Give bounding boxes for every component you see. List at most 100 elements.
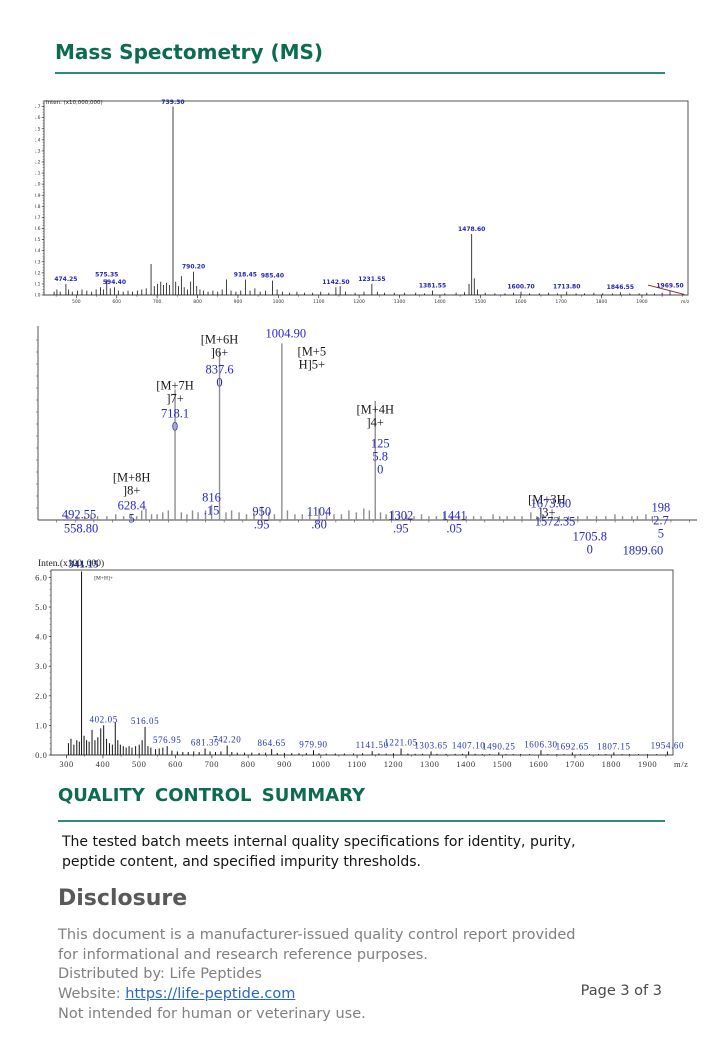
chart-title: Inten. (x10,000,000) [46, 100, 103, 106]
x-tick-label: 600 [112, 299, 121, 305]
x-tick-label: 1700 [555, 299, 567, 305]
x-tick-label: 500 [72, 299, 81, 305]
peak-label: 681.35 [191, 737, 219, 747]
website-label: Website: [58, 986, 121, 1003]
peak-label: 1673.80 [531, 497, 572, 511]
qc-summary-body: The tested batch meets internal quality … [62, 833, 662, 872]
charge-state-label: ]4+ [367, 416, 384, 430]
charge-state-label: [M+4H [356, 403, 394, 417]
peak-label: 918.45 [234, 271, 257, 278]
peak-label: 0 [587, 543, 593, 557]
charge-state-label: [M+6H [201, 333, 239, 347]
peak-label: 1572.35 [535, 515, 576, 529]
peak-label: 5 [129, 512, 135, 526]
disclosure-body: This document is a manufacturer-issued q… [58, 926, 618, 1025]
peak-label: 402.05 [89, 714, 117, 724]
x-tick-label: 800 [193, 299, 202, 305]
y-tick-label: 1.4 [35, 137, 41, 143]
peak-label: 1705.8 [573, 530, 607, 544]
peak-label: 492.55 [62, 508, 96, 522]
plot-border [50, 569, 674, 756]
x-tick-label: 1300 [394, 299, 406, 305]
y-tick-label: 6.0 [35, 572, 47, 582]
y-tick-label: 0.9 [35, 193, 41, 199]
y-tick-label: 2.0 [35, 691, 47, 701]
peak-label: 594.40 [103, 279, 126, 286]
y-tick-label: 0.4 [35, 248, 41, 254]
peak-label: .95 [254, 518, 270, 532]
y-tick-label: 0.7 [35, 215, 41, 221]
x-tick-label: 800 [241, 759, 256, 769]
peak-label: 1381.55 [419, 283, 446, 290]
x-tick-label: 1400 [434, 299, 446, 305]
peak-label: 1899.60 [623, 544, 664, 558]
x-tick-label: 1800 [602, 759, 621, 769]
y-tick-label: 1.5 [35, 126, 41, 132]
distributed-by-line: Distributed by: Life Peptides [58, 966, 262, 983]
peak-label: 1104 [307, 505, 332, 519]
website-link[interactable]: https://life-peptide.com [125, 986, 296, 1003]
ms-spectrum-chart-1: 500 600 700 800 900 1000 1100 1200 1300 1400 1500 1… [35, 99, 690, 305]
peak-label: .95 [393, 522, 409, 536]
peak-label: 0 [377, 463, 383, 477]
x-tick-label: 400 [96, 759, 111, 769]
qc-summary-heading: QUALITY CONTROL SUMMARY [58, 785, 366, 806]
y-tick-label: 3.0 [35, 661, 47, 671]
y-tick-label: 1.3 [35, 148, 41, 154]
charge-state-label: [M+8H [113, 471, 151, 485]
x-tick-label: 700 [153, 299, 162, 305]
y-tick-label: 5.0 [35, 602, 47, 612]
peak-label: 0 [172, 420, 178, 434]
page-number: Page 3 of 3 [580, 983, 662, 999]
peak-label: 5 [658, 527, 664, 541]
y-tick-label: 1.7 [35, 104, 41, 110]
peak-label: .80 [311, 518, 327, 532]
peak-label: 739.30 [161, 99, 184, 106]
usage-note-line: Not intended for human or veterinary use… [58, 1005, 366, 1022]
x-tick-label: 500 [132, 759, 147, 769]
x-tick-label: 1800 [596, 299, 608, 305]
x-tick-label: 900 [234, 299, 243, 305]
peak-label: 1600.70 [507, 284, 534, 291]
x-tick-label: 900 [277, 759, 292, 769]
page-title: Mass Spectometry (MS) [55, 40, 324, 64]
peak-label: 1303.65 [414, 740, 447, 750]
peak-label: 1713.80 [553, 284, 580, 291]
charge-state-label: ]6+ [211, 346, 228, 360]
peak-label: 1004.90 [266, 327, 307, 341]
peak-label: 2.7 [653, 514, 669, 528]
peak-label: 985.40 [261, 273, 284, 280]
charge-state-label: H]5+ [299, 358, 326, 372]
section-divider [58, 820, 665, 822]
y-tick-label: 0.0 [35, 293, 41, 299]
x-tick-label: 1600 [515, 299, 527, 305]
peak-label: 1606.30 [524, 739, 557, 749]
x-tick-label: 1600 [529, 759, 548, 769]
ms-spectrum-chart-3: 300 400 500 600 700 800 900 1000 1100 1200 1300 140… [35, 558, 688, 769]
peak-label: 1142.50 [322, 279, 349, 286]
x-tick-label: 1300 [420, 759, 439, 769]
y-tick-label: 0.1 [35, 281, 41, 287]
peak-label: 1221.05 [384, 737, 417, 747]
x-tick-label: 1000 [273, 299, 285, 305]
peak-label: 718.1 [161, 407, 189, 421]
peak-label: 558.80 [64, 522, 98, 536]
peak-label: 864.65 [257, 738, 285, 748]
peak-label: 1969.50 [656, 283, 683, 290]
peak-label: 1302 [388, 509, 413, 523]
y-tick-label: 0.3 [35, 259, 41, 265]
peak-label: 576.95 [153, 735, 181, 745]
charge-state-label: [M+7H [156, 379, 194, 393]
peak-label: 1141.50 [356, 740, 389, 750]
plot-border [43, 100, 689, 296]
x-axis-unit-label: m/z [681, 299, 690, 305]
x-tick-label: 1400 [456, 759, 475, 769]
peak-label: 516.05 [131, 716, 159, 726]
disclosure-heading: Disclosure [58, 886, 188, 911]
peak-label: 1692.65 [556, 741, 589, 751]
y-tick-label: 1.2 [35, 160, 41, 166]
peak-label: 837.6 [205, 363, 233, 377]
y-tick-label: 0.0 [35, 750, 47, 760]
ms-spectrum-chart-2-charge-states: 1004.90[M+5H]5+[M+6H]6+837.60[M+7H]7+718… [36, 326, 697, 558]
